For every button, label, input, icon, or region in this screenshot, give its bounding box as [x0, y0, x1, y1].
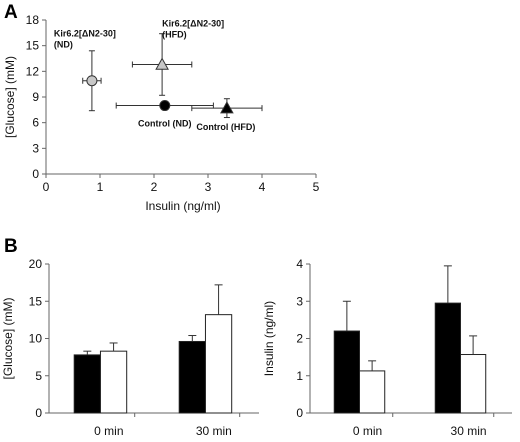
y-tick-label: 6	[32, 116, 39, 130]
x-tick-label: 0 min	[353, 424, 382, 438]
y-tick-label: 20	[29, 257, 43, 271]
data-point-triangle	[220, 101, 234, 114]
y-tick-label: 3	[296, 294, 303, 308]
bar-chart-glucose: 0 5 10 15 20 [Glucose] (mM) 0 min 30 min	[1, 257, 259, 438]
y-axis-title: [Glucose] (mM)	[1, 297, 15, 379]
y-tick-label: 9	[32, 90, 39, 104]
data-point-circle	[159, 100, 171, 112]
y-axis-title: [Glucose] (mM)	[3, 56, 17, 138]
x-tick-label: 0 min	[94, 424, 123, 438]
x-tick-label: 0	[43, 180, 50, 194]
y-tick-label: 0	[35, 406, 42, 420]
x-tick-label: 30 min	[451, 424, 487, 438]
point-annotation: Control (ND)	[138, 119, 192, 129]
y-tick-label: 15	[29, 294, 43, 308]
data-point-triangle	[155, 57, 169, 70]
y-tick-label: 10	[29, 332, 43, 346]
y-tick-label: 4	[296, 257, 303, 271]
bar	[178, 340, 206, 414]
y-tick-label: 0	[296, 406, 303, 420]
point-annotation: (ND)	[54, 40, 73, 50]
panel-label-b: B	[4, 236, 18, 257]
point-annotation: Control (HFD)	[196, 122, 255, 132]
y-tick-label: 12	[26, 64, 40, 78]
data-point-circle	[86, 75, 98, 87]
y-axis-title: Insulin (ng/ml)	[262, 301, 276, 376]
bar	[333, 330, 360, 414]
y-tick-label: 0	[32, 167, 39, 181]
y-tick-label: 15	[26, 39, 40, 53]
y-tick-label: 18	[26, 13, 40, 27]
y-tick-label: 3	[32, 141, 39, 155]
x-tick-label: 3	[205, 180, 212, 194]
y-tick-label: 2	[296, 332, 303, 346]
point-annotation: Kir6.2[ΔN2-30]	[162, 18, 224, 28]
bar	[358, 370, 386, 414]
bar	[99, 350, 128, 414]
bar	[459, 354, 487, 414]
x-tick-label: 5	[313, 180, 320, 194]
point-annotation: (HFD)	[162, 29, 187, 39]
point-annotation: Kir6.2[ΔN2-30]	[54, 29, 116, 39]
bar	[73, 354, 101, 414]
bar	[434, 302, 461, 414]
x-tick-label: 1	[97, 180, 104, 194]
x-axis-title: Insulin (ng/ml)	[145, 199, 220, 213]
panel-label-a: A	[4, 2, 18, 23]
x-tick-label: 4	[259, 180, 266, 194]
y-tick-label: 5	[35, 369, 42, 383]
y-tick-label: 1	[296, 369, 303, 383]
x-tick-label: 2	[151, 180, 158, 194]
x-tick-label: 30 min	[196, 424, 232, 438]
bar-chart-insulin: 0 1 2 3 4 Insulin (ng/ml) 0 min 30 min	[262, 257, 512, 438]
bar	[204, 314, 233, 414]
